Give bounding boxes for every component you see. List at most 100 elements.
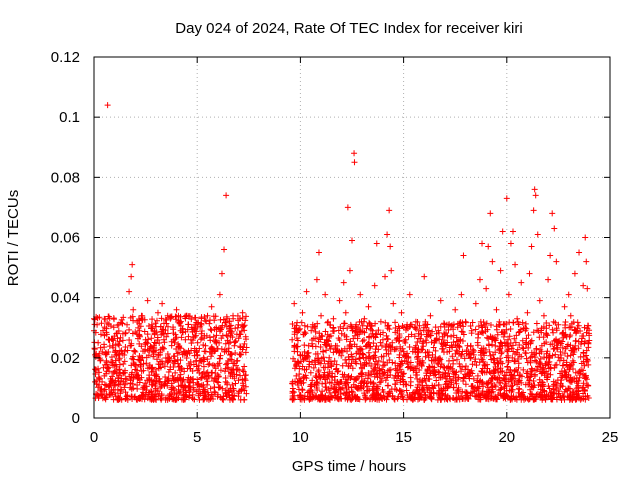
data-point — [190, 375, 197, 382]
data-point — [517, 372, 524, 379]
data-point — [550, 378, 557, 385]
data-point — [405, 355, 412, 362]
data-point — [97, 356, 104, 363]
data-point — [372, 320, 379, 327]
data-point — [154, 334, 161, 341]
data-point — [358, 385, 365, 392]
y-tick-label: 0 — [72, 410, 80, 427]
data-point — [309, 359, 315, 366]
data-point — [182, 336, 189, 343]
data-point — [197, 336, 204, 343]
data-point — [456, 360, 463, 367]
data-point — [469, 389, 476, 396]
data-point — [181, 348, 188, 355]
data-point — [389, 392, 396, 399]
data-point — [541, 354, 548, 361]
data-point — [382, 377, 389, 384]
data-point — [229, 381, 236, 388]
data-point — [207, 385, 214, 392]
data-point — [497, 386, 504, 393]
data-point — [499, 342, 506, 349]
data-point — [514, 355, 521, 362]
data-point — [486, 368, 493, 375]
data-point — [298, 319, 305, 326]
data-point — [559, 383, 566, 390]
data-point — [323, 347, 330, 354]
data-point — [546, 353, 553, 360]
data-point — [170, 375, 177, 382]
data-point — [198, 327, 205, 334]
data-point — [148, 335, 155, 342]
data-point — [384, 323, 391, 330]
data-point — [547, 392, 554, 399]
data-point — [433, 330, 440, 337]
data-point — [384, 336, 391, 343]
data-point — [192, 321, 199, 328]
data-point — [496, 321, 503, 328]
data-point — [353, 321, 360, 328]
data-point — [233, 358, 240, 365]
data-point — [289, 336, 296, 343]
data-point — [383, 332, 390, 339]
data-point — [529, 383, 536, 390]
data-point — [164, 323, 171, 330]
data-point — [411, 394, 418, 401]
data-point — [504, 341, 511, 348]
data-point — [425, 375, 432, 382]
data-point — [444, 332, 451, 339]
data-point — [121, 358, 128, 365]
data-point — [342, 309, 349, 316]
data-point — [209, 350, 216, 357]
data-point — [578, 366, 585, 373]
data-point — [293, 372, 300, 379]
data-point — [396, 351, 403, 358]
data-point — [567, 332, 574, 339]
data-point — [193, 328, 200, 335]
data-point — [238, 351, 245, 358]
data-point — [536, 297, 543, 304]
data-point — [126, 337, 133, 344]
data-point — [472, 326, 479, 333]
data-point — [367, 378, 374, 385]
data-point — [126, 326, 133, 333]
data-point — [345, 383, 352, 390]
data-point — [530, 207, 537, 214]
data-point — [386, 326, 393, 333]
data-point — [432, 324, 439, 331]
data-point — [172, 369, 179, 376]
data-point — [413, 354, 420, 361]
data-point — [354, 385, 361, 392]
data-point — [310, 335, 317, 342]
data-point — [307, 369, 314, 376]
data-point — [508, 371, 515, 378]
data-point — [104, 319, 111, 326]
y-tick-label: 0.04 — [51, 290, 80, 307]
data-point — [152, 366, 159, 373]
data-point — [222, 340, 229, 347]
data-point — [424, 333, 431, 340]
data-point — [315, 368, 322, 375]
data-point — [101, 344, 108, 351]
data-point — [338, 395, 345, 402]
data-point — [384, 359, 391, 366]
data-point — [222, 368, 229, 375]
data-point — [377, 318, 384, 325]
data-point — [519, 319, 526, 326]
data-point — [327, 346, 334, 353]
data-point — [134, 335, 141, 342]
data-point — [224, 360, 231, 367]
data-point — [209, 369, 216, 376]
data-point — [380, 362, 387, 369]
data-point — [241, 322, 248, 329]
data-point — [180, 394, 187, 401]
data-point — [487, 210, 494, 217]
data-point — [459, 329, 466, 336]
data-point — [243, 344, 250, 351]
data-point — [407, 378, 414, 385]
data-point — [454, 338, 461, 345]
data-point — [116, 342, 123, 349]
data-point — [140, 389, 147, 396]
x-tick-label: 15 — [395, 429, 412, 446]
data-point — [132, 366, 139, 373]
data-point — [399, 394, 406, 401]
